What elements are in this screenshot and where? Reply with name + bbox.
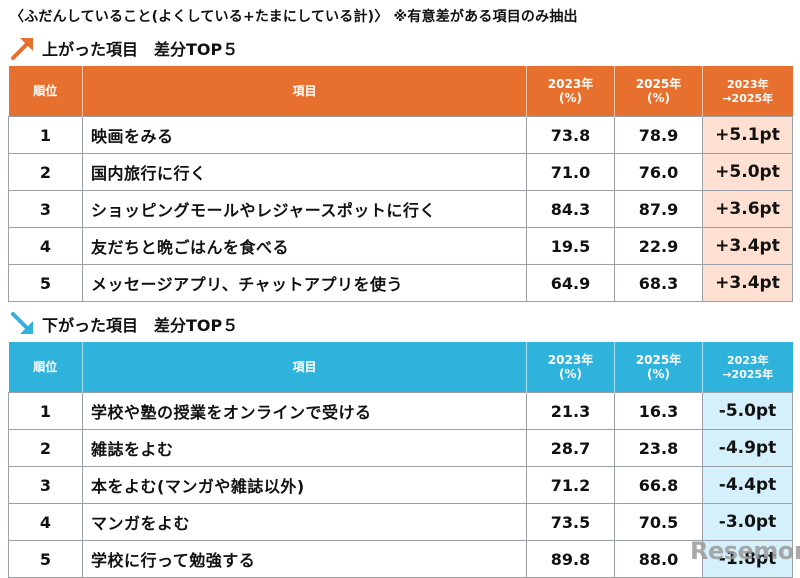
value-2025-cell: 78.9 <box>614 116 703 154</box>
value-2023-cell: 21.3 <box>526 392 615 430</box>
item-cell: ショッピングモールやレジャースポットに行く <box>82 190 527 228</box>
header-2023: 2023年 (%) <box>526 342 615 393</box>
diff-cell: +3.6pt <box>702 190 793 228</box>
header-2025: 2025年 (%) <box>614 66 703 117</box>
diff-cell: +3.4pt <box>702 227 793 265</box>
table-row: 2 雑誌をよむ 28.7 23.8 -4.9pt <box>8 429 793 467</box>
item-cell: 友だちと晩ごはんを食べる <box>82 227 527 265</box>
header-diff: 2023年 →2025年 <box>702 342 793 393</box>
item-cell: 本をよむ(マンガや雑誌以外) <box>82 466 527 504</box>
diff-cell: +5.1pt <box>702 116 793 154</box>
rank-cell: 3 <box>8 190 83 228</box>
header-item: 項目 <box>82 342 527 393</box>
table-row: 4 友だちと晩ごはんを食べる 19.5 22.9 +3.4pt <box>8 227 793 265</box>
diff-cell: +5.0pt <box>702 153 793 191</box>
table-row: 3 本をよむ(マンガや雑誌以外) 71.2 66.8 -4.4pt <box>8 466 793 504</box>
up-table: 順位 項目 2023年 (%) 2025年 (%) 2023年 →2025年 1 映画を… <box>8 66 793 302</box>
up-section-title-text: 上がった項目 差分TOP５ <box>42 40 239 59</box>
item-cell: 雑誌をよむ <box>82 429 527 467</box>
value-2023-cell: 28.7 <box>526 429 615 467</box>
value-2025-cell: 22.9 <box>614 227 703 265</box>
header-rank: 順位 <box>8 66 83 117</box>
down-section-title: 下がった項目 差分TOP５ <box>10 310 238 338</box>
value-2025-cell: 23.8 <box>614 429 703 467</box>
rank-cell: 1 <box>8 116 83 154</box>
value-2025-cell: 70.5 <box>614 503 703 541</box>
value-2023-cell: 71.0 <box>526 153 615 191</box>
header-2023: 2023年 (%) <box>526 66 615 117</box>
item-cell: マンガをよむ <box>82 503 527 541</box>
header-diff: 2023年 →2025年 <box>702 66 793 117</box>
table-row: 5 メッセージアプリ、チャットアプリを使う 64.9 68.3 +3.4pt <box>8 264 793 302</box>
value-2023-cell: 64.9 <box>526 264 615 302</box>
diff-cell: -1.8pt <box>702 540 793 578</box>
diff-cell: +3.4pt <box>702 264 793 302</box>
rank-cell: 4 <box>8 503 83 541</box>
item-cell: 国内旅行に行く <box>82 153 527 191</box>
value-2023-cell: 73.8 <box>526 116 615 154</box>
item-cell: 学校に行って勉強する <box>82 540 527 578</box>
item-cell: 映画をみる <box>82 116 527 154</box>
up-section-title: 上がった項目 差分TOP５ <box>10 34 238 62</box>
value-2025-cell: 87.9 <box>614 190 703 228</box>
header-rank: 順位 <box>8 342 83 393</box>
table-row: 1 映画をみる 73.8 78.9 +5.1pt <box>8 116 793 154</box>
diff-cell: -5.0pt <box>702 392 793 430</box>
table-row: 1 学校や塾の授業をオンラインで受ける 21.3 16.3 -5.0pt <box>8 392 793 430</box>
diff-cell: -4.4pt <box>702 466 793 504</box>
header-2025: 2025年 (%) <box>614 342 703 393</box>
value-2023-cell: 89.8 <box>526 540 615 578</box>
table-row: 2 国内旅行に行く 71.0 76.0 +5.0pt <box>8 153 793 191</box>
value-2025-cell: 68.3 <box>614 264 703 302</box>
rank-cell: 5 <box>8 540 83 578</box>
arrow-down-right-icon <box>11 312 33 334</box>
value-2025-cell: 16.3 <box>614 392 703 430</box>
diff-cell: -4.9pt <box>702 429 793 467</box>
page-caption: 〈ふだんしていること(よくしている+たまにしている計)〉 ※有意差がある項目のみ… <box>10 9 578 25</box>
table-row: 5 学校に行って勉強する 89.8 88.0 -1.8pt <box>8 540 793 578</box>
table-header-row: 順位 項目 2023年 (%) 2025年 (%) 2023年 →2025年 <box>8 342 793 393</box>
rank-cell: 3 <box>8 466 83 504</box>
table-row: 4 マンガをよむ 73.5 70.5 -3.0pt <box>8 503 793 541</box>
down-section-title-text: 下がった項目 差分TOP５ <box>42 316 239 335</box>
header-item: 項目 <box>82 66 527 117</box>
value-2023-cell: 84.3 <box>526 190 615 228</box>
rank-cell: 5 <box>8 264 83 302</box>
watermark-logo: Resemom <box>690 537 800 565</box>
value-2023-cell: 73.5 <box>526 503 615 541</box>
arrow-up-right-icon <box>11 38 33 60</box>
item-cell: 学校や塾の授業をオンラインで受ける <box>82 392 527 430</box>
rank-cell: 2 <box>8 429 83 467</box>
down-table: 順位 項目 2023年 (%) 2025年 (%) 2023年 →2025年 1 学校や… <box>8 342 793 578</box>
value-2025-cell: 76.0 <box>614 153 703 191</box>
table-header-row: 順位 項目 2023年 (%) 2025年 (%) 2023年 →2025年 <box>8 66 793 117</box>
rank-cell: 4 <box>8 227 83 265</box>
value-2025-cell: 66.8 <box>614 466 703 504</box>
rank-cell: 2 <box>8 153 83 191</box>
diff-cell: -3.0pt <box>702 503 793 541</box>
rank-cell: 1 <box>8 392 83 430</box>
item-cell: メッセージアプリ、チャットアプリを使う <box>82 264 527 302</box>
table-row: 3 ショッピングモールやレジャースポットに行く 84.3 87.9 +3.6pt <box>8 190 793 228</box>
value-2023-cell: 71.2 <box>526 466 615 504</box>
value-2023-cell: 19.5 <box>526 227 615 265</box>
